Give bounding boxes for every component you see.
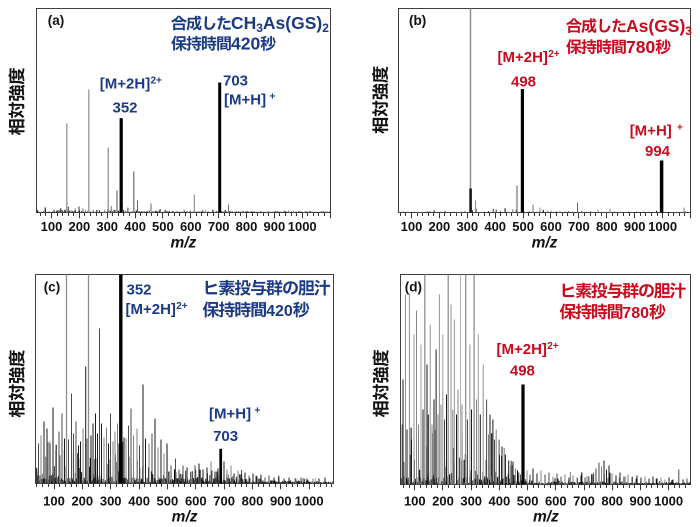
- svg-text:500: 500: [157, 493, 179, 508]
- svg-text:300: 300: [456, 219, 478, 234]
- svg-text:700: 700: [568, 219, 590, 234]
- svg-text:(c): (c): [44, 280, 61, 295]
- svg-text:[M+H]: [M+H]: [224, 92, 266, 109]
- svg-text:900: 900: [624, 219, 646, 234]
- svg-text:[M+H]: [M+H]: [630, 123, 672, 140]
- svg-text:[M+H]: [M+H]: [209, 406, 251, 423]
- svg-text:+: +: [270, 92, 276, 103]
- svg-text:400: 400: [489, 493, 511, 508]
- svg-text:600: 600: [185, 493, 207, 508]
- svg-text:703: 703: [213, 428, 238, 445]
- svg-text:m/z: m/z: [532, 235, 558, 252]
- svg-text:m/z: m/z: [170, 235, 196, 252]
- svg-text:+: +: [677, 123, 683, 134]
- svg-text:700: 700: [213, 493, 235, 508]
- svg-text:352: 352: [112, 100, 137, 117]
- svg-text:[M+2H]: [M+2H]: [497, 341, 547, 358]
- svg-text:500: 500: [517, 493, 539, 508]
- svg-text:200: 200: [429, 219, 451, 234]
- svg-text:(d): (d): [405, 280, 422, 295]
- svg-text:700: 700: [573, 493, 595, 508]
- svg-text:200: 200: [432, 493, 454, 508]
- svg-text:100: 100: [43, 493, 65, 508]
- svg-text:2+: 2+: [176, 301, 188, 312]
- svg-text:800: 800: [242, 493, 264, 508]
- svg-text:[M+2H]: [M+2H]: [126, 301, 176, 318]
- svg-text:300: 300: [100, 493, 122, 508]
- svg-text:500: 500: [152, 219, 174, 234]
- svg-text:400: 400: [484, 219, 506, 234]
- svg-text:m/z: m/z: [533, 509, 559, 526]
- svg-text:600: 600: [180, 219, 202, 234]
- svg-text:352: 352: [127, 282, 152, 299]
- svg-text:2+: 2+: [547, 341, 559, 352]
- svg-text:400: 400: [128, 493, 150, 508]
- svg-text:2+: 2+: [548, 49, 560, 60]
- svg-text:100: 100: [404, 493, 426, 508]
- svg-text:420: 420: [266, 303, 293, 320]
- svg-text:1000: 1000: [654, 493, 683, 508]
- svg-text:800: 800: [596, 219, 618, 234]
- svg-text:+: +: [255, 406, 261, 417]
- svg-text:800: 800: [601, 493, 623, 508]
- svg-text:780: 780: [626, 37, 655, 57]
- svg-text:100: 100: [41, 219, 63, 234]
- svg-text:498: 498: [511, 74, 536, 91]
- svg-text:(a): (a): [48, 13, 65, 28]
- svg-text:200: 200: [71, 493, 93, 508]
- svg-text:780: 780: [622, 305, 649, 322]
- svg-text:400: 400: [124, 219, 146, 234]
- svg-text:420: 420: [231, 33, 260, 53]
- svg-text:1000: 1000: [288, 219, 317, 234]
- svg-text:800: 800: [236, 219, 258, 234]
- svg-text:3: 3: [256, 21, 263, 35]
- svg-text:CH: CH: [231, 13, 256, 33]
- svg-text:900: 900: [630, 493, 652, 508]
- svg-text:703: 703: [223, 73, 248, 90]
- svg-text:700: 700: [208, 219, 230, 234]
- svg-text:1000: 1000: [648, 219, 677, 234]
- svg-text:3: 3: [685, 24, 692, 38]
- svg-text:2+: 2+: [151, 76, 163, 87]
- svg-text:498: 498: [510, 362, 535, 379]
- svg-text:As(GS): As(GS): [626, 16, 685, 36]
- svg-text:1000: 1000: [295, 493, 324, 508]
- svg-text:900: 900: [264, 219, 286, 234]
- svg-text:900: 900: [270, 493, 292, 508]
- svg-text:200: 200: [69, 219, 91, 234]
- svg-text:[M+2H]: [M+2H]: [100, 76, 150, 93]
- svg-text:2: 2: [322, 21, 329, 35]
- svg-text:300: 300: [96, 219, 118, 234]
- svg-text:500: 500: [512, 219, 534, 234]
- svg-text:100: 100: [401, 219, 423, 234]
- svg-text:As(GS): As(GS): [263, 13, 322, 33]
- svg-text:[M+2H]: [M+2H]: [498, 49, 548, 66]
- svg-text:(b): (b): [409, 13, 426, 28]
- svg-text:600: 600: [545, 493, 567, 508]
- svg-text:600: 600: [540, 219, 562, 234]
- svg-text:m/z: m/z: [172, 509, 198, 526]
- svg-text:300: 300: [460, 493, 482, 508]
- svg-text:994: 994: [645, 143, 671, 160]
